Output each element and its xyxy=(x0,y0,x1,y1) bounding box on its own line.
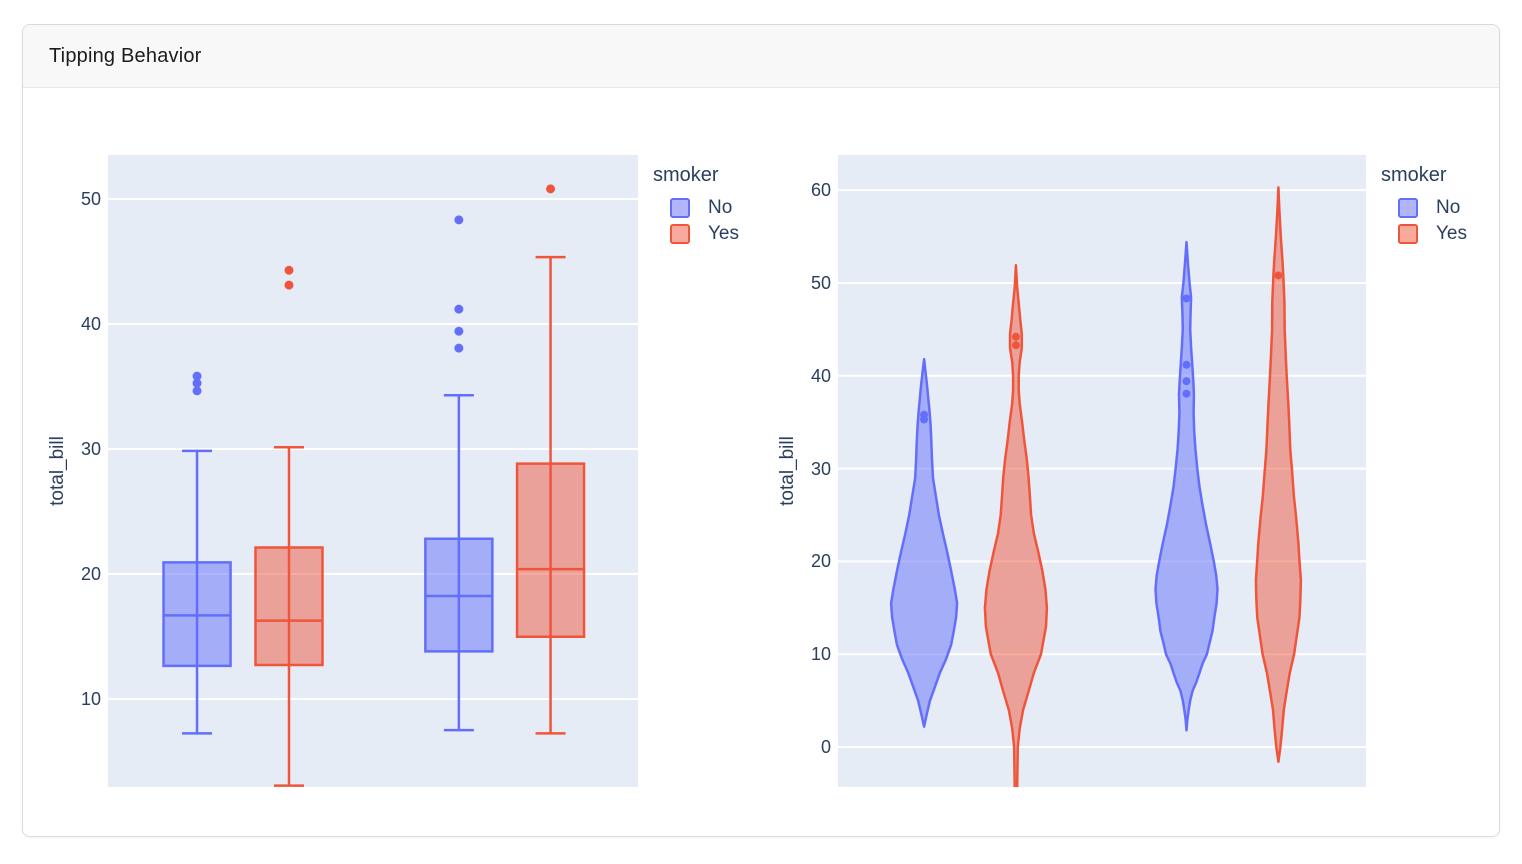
box-plot-canvas[interactable] xyxy=(108,155,638,787)
violin-no[interactable] xyxy=(889,357,959,728)
violin-point[interactable] xyxy=(1011,341,1020,350)
legend-item-yes[interactable]: Yes xyxy=(1381,221,1467,247)
violin-plot-figure: total_bill smoker No Yes 0 10 20 30 40 50 60 xyxy=(23,88,1499,836)
y-tick-label: 40 xyxy=(810,365,831,386)
outlier-point[interactable] xyxy=(454,326,464,336)
violin-point[interactable] xyxy=(1274,271,1283,280)
y-tick-label: 10 xyxy=(810,644,831,665)
legend-item-no[interactable]: No xyxy=(1381,195,1467,221)
legend-title: smoker xyxy=(1381,164,1447,186)
tipping-behavior-card: Tipping Behavior total_bill smoker No Ye… xyxy=(22,24,1500,837)
legend-title: smoker xyxy=(653,164,719,186)
legend-item-label: Yes xyxy=(1436,223,1467,244)
legend-swatch-no-icon xyxy=(670,198,690,218)
outlier-point[interactable] xyxy=(546,184,556,194)
card-body: total_bill smoker No Yes 10 20 30 40 50 tota… xyxy=(23,88,1499,836)
legend-swatch-no-icon xyxy=(1398,198,1418,218)
y-tick-label: 20 xyxy=(810,551,831,572)
violin-point[interactable] xyxy=(1182,389,1191,398)
card-header: Tipping Behavior xyxy=(23,25,1499,88)
legend-item-label: Yes xyxy=(708,223,739,244)
violin-point[interactable] xyxy=(1011,332,1020,341)
card-title: Tipping Behavior xyxy=(49,44,202,67)
y-tick-label: 20 xyxy=(80,564,101,584)
violin-plot-canvas[interactable] xyxy=(838,155,1366,787)
legend-item-label: No xyxy=(708,197,733,218)
outlier-point[interactable] xyxy=(192,371,202,381)
y-tick-label: 0 xyxy=(820,737,831,757)
legend-swatch-yes-icon xyxy=(1398,224,1418,244)
outlier-point[interactable] xyxy=(454,215,464,225)
y-tick-label: 10 xyxy=(80,689,101,709)
box-plot-figure: total_bill smoker No Yes 10 20 30 40 50 xyxy=(23,88,1499,836)
outlier-point[interactable] xyxy=(192,386,202,396)
y-tick-label: 50 xyxy=(810,272,831,293)
legend-item-no[interactable]: No xyxy=(653,195,739,221)
legend: smoker No Yes xyxy=(1381,164,1467,247)
box-yes[interactable] xyxy=(515,462,586,638)
outlier-point[interactable] xyxy=(192,378,202,388)
y-tick-label: 60 xyxy=(810,180,831,201)
violin-yes[interactable] xyxy=(1254,186,1303,764)
violin-yes[interactable] xyxy=(983,264,1049,787)
violin-point[interactable] xyxy=(1182,360,1191,369)
violin-no[interactable] xyxy=(1154,240,1219,732)
violin-point[interactable] xyxy=(1182,294,1191,303)
y-tick-label: 50 xyxy=(80,189,101,209)
violin-point[interactable] xyxy=(1182,377,1191,386)
legend-item-label: No xyxy=(1436,197,1461,218)
legend-swatch-yes-icon xyxy=(670,224,690,244)
legend-item-yes[interactable]: Yes xyxy=(653,221,739,247)
outlier-point[interactable] xyxy=(284,265,294,275)
outlier-point[interactable] xyxy=(454,304,464,314)
y-tick-label: 30 xyxy=(810,458,831,479)
box-yes[interactable] xyxy=(254,546,324,667)
outlier-point[interactable] xyxy=(454,343,464,353)
y-tick-label: 30 xyxy=(80,439,101,459)
outlier-point[interactable] xyxy=(284,280,294,290)
legend: smoker No Yes xyxy=(653,164,739,247)
y-tick-label: 40 xyxy=(80,314,101,334)
violin-point[interactable] xyxy=(920,410,929,419)
